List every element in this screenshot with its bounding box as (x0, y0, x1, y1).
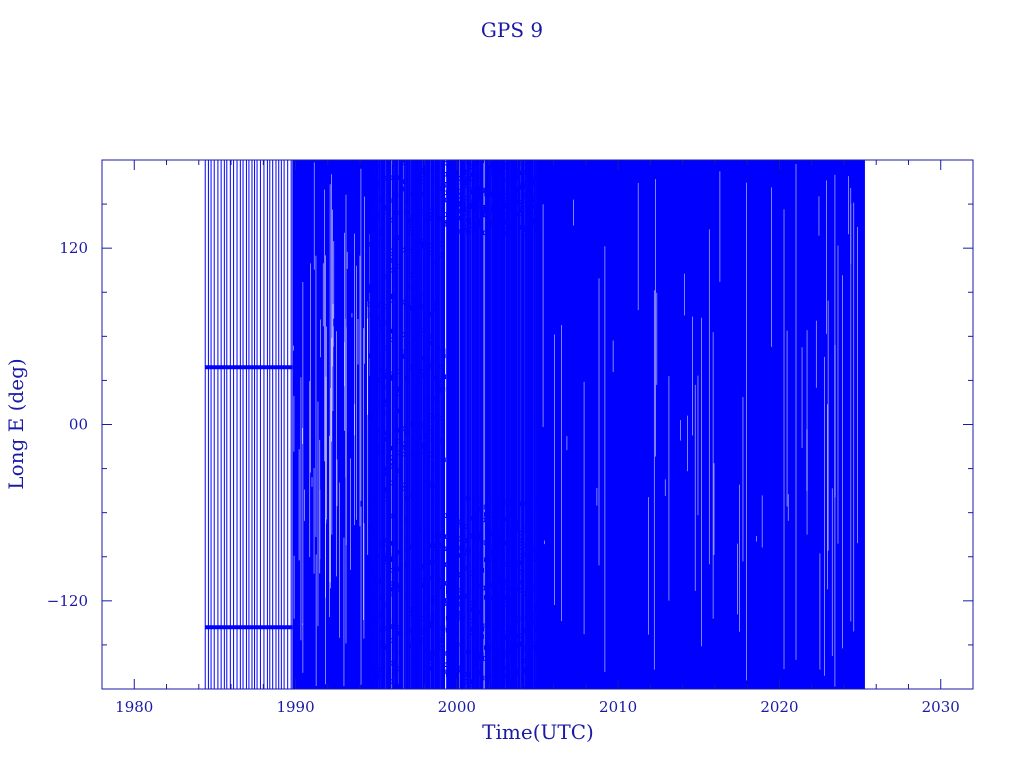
data-point (369, 312, 374, 317)
data-point (441, 183, 446, 188)
data-point (452, 194, 458, 199)
y-tick-label: 120 (59, 239, 88, 257)
data-point (484, 191, 490, 197)
data-point (429, 243, 434, 248)
series-longitude (204, 160, 865, 689)
data-point (401, 441, 407, 447)
data-point (479, 652, 484, 658)
x-tick-label: 1990 (276, 698, 314, 716)
data-point (387, 445, 392, 451)
data-point (382, 345, 387, 351)
data-point (472, 175, 477, 181)
data-point (465, 496, 471, 501)
data-point (423, 528, 428, 533)
data-point (450, 637, 456, 643)
data-point (374, 180, 380, 185)
data-point (437, 638, 442, 643)
data-point (485, 648, 490, 654)
data-point (491, 202, 497, 208)
plot-area: 1980 1990 2000 2010 2020 2030 120 00 −120 (47, 159, 974, 716)
data-point (410, 214, 416, 219)
data-point (483, 504, 489, 510)
data-point (367, 219, 373, 224)
data-point (496, 543, 501, 548)
data-point (498, 169, 504, 175)
data-point (473, 227, 478, 233)
data-point (496, 533, 502, 538)
data-point (394, 175, 399, 181)
data-point (388, 638, 393, 643)
x-tick-label: 1980 (115, 698, 153, 716)
chart-title: GPS 9 (481, 18, 543, 42)
data-point (503, 193, 509, 199)
data-point (465, 207, 470, 212)
data-point (411, 639, 417, 644)
x-tick-label: 2010 (599, 698, 637, 716)
data-point (378, 362, 384, 368)
data-point (419, 616, 425, 621)
data-point (368, 284, 374, 289)
y-tick-label: −120 (47, 592, 88, 610)
data-point (446, 673, 452, 678)
data-point (415, 173, 421, 178)
data-point (506, 625, 511, 631)
data-point (404, 341, 409, 346)
data-point (405, 517, 410, 522)
data-point (475, 670, 481, 675)
y-axis-label: Long E (deg) (4, 358, 28, 489)
data-point (461, 593, 467, 599)
x-tick-label: 2030 (922, 698, 960, 716)
data-point (436, 378, 441, 383)
data-point (377, 302, 383, 308)
data-point (373, 164, 379, 169)
data-point (530, 192, 536, 197)
data-point (527, 601, 533, 606)
x-tick-label: 2000 (438, 698, 476, 716)
data-point (393, 210, 399, 215)
data-point (375, 197, 380, 202)
data-point (386, 459, 391, 464)
data-point (517, 633, 523, 638)
data-point (501, 635, 506, 640)
data-point (433, 259, 438, 265)
data-point (426, 363, 431, 369)
data-point (460, 163, 466, 168)
x-tick-label: 2020 (760, 698, 798, 716)
y-tick-label: 00 (69, 416, 88, 434)
data-point (510, 589, 516, 595)
data-point (397, 685, 403, 689)
data-block (292, 160, 370, 689)
data-point (416, 180, 422, 186)
data-point (520, 225, 525, 230)
data-point (409, 493, 415, 498)
data-point (476, 570, 481, 575)
data-point (453, 160, 459, 165)
data-point (523, 192, 529, 198)
data-point (457, 572, 463, 578)
data-point (480, 188, 486, 193)
data-point (368, 615, 374, 621)
data-point (442, 171, 447, 177)
data-point (396, 391, 402, 396)
data-point (468, 164, 474, 170)
data-point (511, 220, 517, 226)
data-point (520, 501, 526, 507)
data-point (508, 203, 514, 209)
data-point (461, 535, 466, 540)
data-point (399, 354, 405, 359)
data-point (434, 414, 439, 419)
data-point (514, 164, 520, 170)
data-point (423, 559, 429, 564)
x-axis-label: Time(UTC) (482, 720, 594, 744)
data-point (382, 304, 388, 309)
data-point (524, 628, 529, 634)
data-point (429, 413, 434, 419)
data-point (424, 268, 430, 274)
